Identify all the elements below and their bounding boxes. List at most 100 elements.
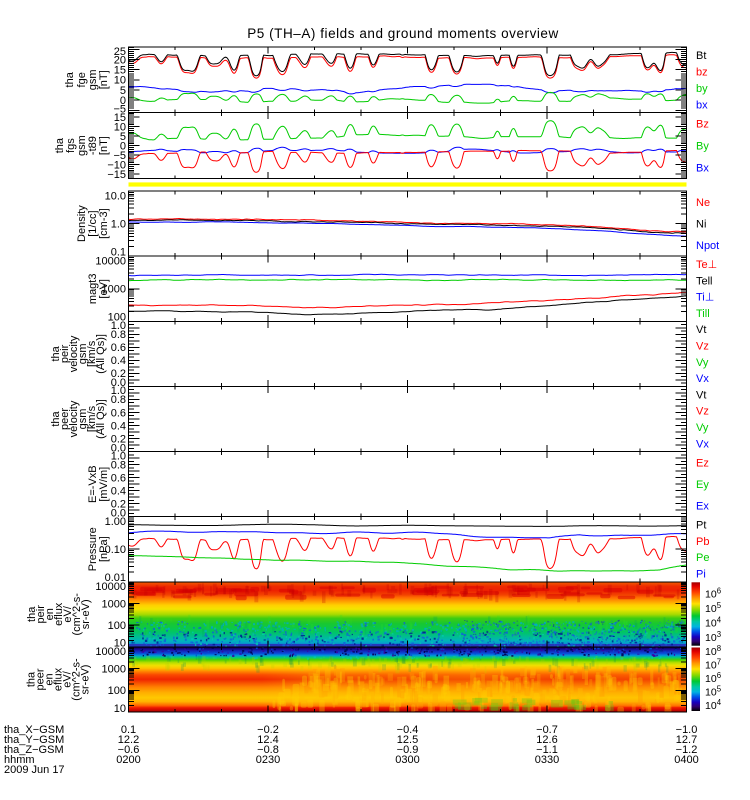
svg-text:1.0: 1.0 (111, 320, 126, 332)
svg-text:0.1: 0.1 (111, 247, 126, 259)
svg-text:Ni: Ni (696, 218, 706, 230)
svg-text:0.1: 0.1 (121, 724, 136, 736)
svg-text:en: en (44, 608, 56, 620)
svg-text:(All Qs)]: (All Qs)] (95, 334, 107, 374)
svg-text:tha: tha (26, 606, 38, 622)
svg-text:Vz: Vz (696, 341, 709, 353)
svg-text:(cm^2-s-: (cm^2-s- (71, 593, 83, 636)
svg-text:sr-eV): sr-eV) (80, 599, 92, 629)
svg-text:12.5: 12.5 (397, 734, 418, 746)
svg-text:eV/: eV/ (62, 670, 74, 687)
svg-text:0.4: 0.4 (111, 420, 126, 432)
svg-text:Npot: Npot (696, 240, 719, 252)
svg-text:bz: bz (696, 66, 708, 78)
svg-text:12.2: 12.2 (118, 734, 139, 746)
svg-text:−0.4: −0.4 (397, 724, 419, 736)
svg-text:1000: 1000 (102, 284, 126, 296)
svg-text:1.0: 1.0 (111, 218, 126, 230)
svg-text:[mV/m]: [mV/m] (98, 467, 110, 502)
svg-text:Density: Density (76, 205, 88, 242)
svg-text:E=-VxB: E=-VxB (87, 465, 99, 503)
svg-text:Vt: Vt (696, 389, 706, 401)
svg-text:0.4: 0.4 (111, 355, 126, 367)
svg-text:Ez: Ez (696, 457, 709, 469)
svg-text:0.2: 0.2 (111, 433, 126, 445)
svg-text:12.4: 12.4 (257, 734, 278, 746)
svg-text:[nT]: [nT] (98, 136, 110, 155)
svg-text:peer: peer (59, 408, 71, 430)
svg-text:0.10: 0.10 (105, 544, 126, 556)
svg-text:0.2: 0.2 (111, 499, 126, 511)
svg-text:0300: 0300 (395, 754, 419, 766)
svg-text:peir: peir (35, 605, 47, 624)
svg-text:Ey: Ey (696, 479, 709, 491)
svg-text:−15: −15 (107, 169, 126, 181)
svg-text:0.0: 0.0 (111, 377, 126, 389)
svg-text:Ti⊥: Ti⊥ (696, 292, 714, 304)
svg-text:Bz: Bz (696, 119, 709, 131)
svg-text:10: 10 (114, 703, 126, 715)
svg-text:fgs: fgs (65, 138, 77, 153)
svg-text:gsm: gsm (77, 409, 89, 430)
svg-text:1.0: 1.0 (111, 385, 126, 397)
svg-text:velocity: velocity (68, 335, 80, 372)
svg-text:Tell: Tell (696, 275, 713, 287)
svg-text:tha_Z−GSM: tha_Z−GSM (4, 744, 64, 756)
svg-text:−0.7: −0.7 (536, 724, 558, 736)
svg-text:[1/cc]: [1/cc] (87, 210, 99, 236)
svg-text:1000: 1000 (102, 663, 126, 675)
svg-text:gsm: gsm (77, 344, 89, 365)
svg-text:peir: peir (59, 344, 71, 363)
svg-text:0: 0 (120, 95, 126, 107)
svg-text:eV/: eV/ (62, 605, 74, 622)
svg-text:Te⊥: Te⊥ (696, 259, 717, 271)
svg-text:Pt: Pt (696, 520, 706, 532)
svg-text:0.01: 0.01 (105, 572, 126, 584)
svg-text:1.00: 1.00 (105, 516, 126, 528)
svg-text:0.6: 0.6 (111, 407, 126, 419)
svg-text:[km/s: [km/s (86, 340, 98, 367)
svg-text:gsm: gsm (76, 135, 88, 156)
svg-text:eflux: eflux (53, 602, 65, 626)
svg-text:1000: 1000 (102, 598, 126, 610)
svg-text:Ex: Ex (696, 501, 709, 513)
svg-text:Vz: Vz (696, 406, 709, 418)
svg-text:100: 100 (108, 620, 126, 632)
svg-text:100: 100 (108, 685, 126, 697)
svg-text:Pb: Pb (696, 536, 709, 548)
svg-text:−1.1: −1.1 (536, 744, 558, 756)
svg-text:sr-eV): sr-eV) (80, 665, 92, 695)
svg-text:fge: fge (76, 72, 88, 87)
svg-text:1.0: 1.0 (111, 450, 126, 462)
svg-text:10000: 10000 (95, 646, 126, 658)
svg-text:0.6: 0.6 (111, 472, 126, 484)
svg-text:(All Qs)]: (All Qs)] (95, 399, 107, 439)
svg-text:2009 Jun 17: 2009 Jun 17 (4, 764, 65, 776)
svg-text:Pi: Pi (696, 569, 706, 581)
svg-text:0.8: 0.8 (111, 394, 126, 406)
svg-text:tha_X−GSM: tha_X−GSM (4, 724, 64, 736)
svg-text:20: 20 (114, 54, 126, 66)
svg-text:−1.2: −1.2 (676, 744, 698, 756)
svg-text:10: 10 (114, 75, 126, 87)
svg-text:[eV]: [eV] (98, 279, 110, 299)
svg-text:Till: Till (696, 308, 710, 320)
svg-text:15: 15 (114, 65, 126, 77)
svg-text:Vx: Vx (696, 438, 709, 450)
svg-text:−5: −5 (113, 104, 126, 116)
svg-text:[nPa]: [nPa] (98, 536, 110, 562)
svg-text:[nT]: [nT] (98, 70, 110, 89)
svg-text:tha_Y−GSM: tha_Y−GSM (4, 734, 64, 746)
svg-text:velocity: velocity (68, 400, 80, 437)
svg-text:0.6: 0.6 (111, 342, 126, 354)
svg-text:tha: tha (54, 137, 66, 153)
svg-text:By: By (696, 140, 709, 152)
svg-text:15: 15 (114, 112, 126, 124)
svg-text:0: 0 (120, 140, 126, 152)
svg-text:-t89: -t89 (87, 136, 99, 155)
svg-text:−0.6: −0.6 (118, 744, 140, 756)
svg-text:tha: tha (64, 71, 76, 87)
svg-text:5: 5 (120, 85, 126, 97)
svg-text:Ne: Ne (696, 197, 710, 209)
svg-text:0.4: 0.4 (111, 486, 126, 498)
